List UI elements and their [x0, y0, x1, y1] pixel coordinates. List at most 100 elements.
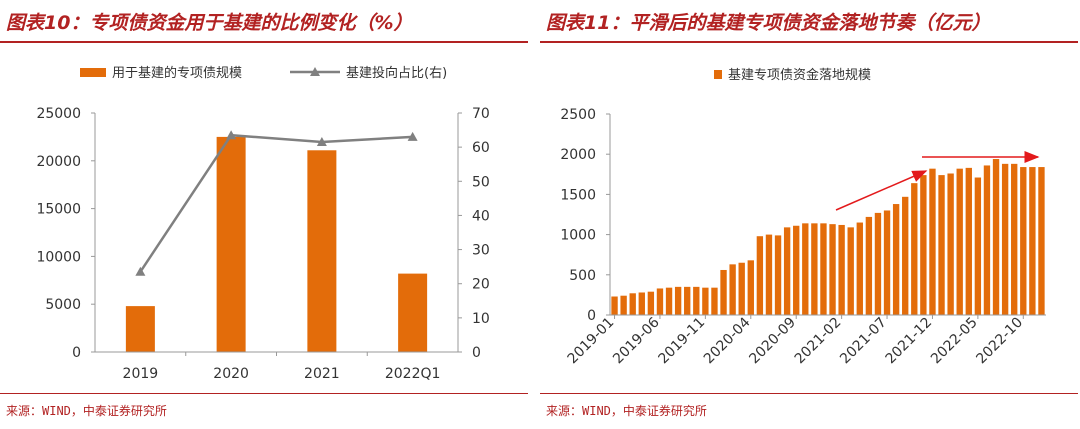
bar-2021-10 — [911, 183, 918, 315]
right-y-tick-label: 2000 — [560, 147, 596, 163]
bar-2021 — [307, 150, 337, 352]
right-x-tick-label: 2021-02 — [792, 315, 845, 368]
right-x-tick-label: 2021-07 — [837, 315, 890, 368]
legend-line-label: 基建投向占比(右) — [346, 65, 447, 81]
right-x-tick-label: 2022-05 — [928, 315, 981, 368]
bar-2021-03 — [847, 227, 854, 315]
share-point-2019 — [135, 266, 146, 276]
left-source: 来源：WIND，中泰证券研究所 — [6, 404, 167, 418]
y2-tick-label: 70 — [472, 106, 490, 122]
right-x-tick-label: 2022-10 — [973, 315, 1026, 368]
bar-2020-04 — [747, 260, 754, 315]
legend-bar-swatch — [80, 68, 106, 77]
bar-2019-11 — [702, 287, 709, 315]
right-source: 来源：WIND，中泰证券研究所 — [546, 404, 707, 418]
left-panel: 图表10：专项债资金用于基建的比例变化（%） 0 5000 10000 15000 20… — [0, 0, 530, 429]
y-tick-label: 0 — [72, 345, 81, 361]
right-y-tick-label: 1000 — [560, 228, 596, 244]
right-source-rule — [540, 393, 1078, 394]
right-y-tick-label: 500 — [569, 268, 596, 284]
left-chart-title: 图表10：专项债资金用于基建的比例变化（%） — [6, 12, 413, 34]
rising-trend-arrow — [835, 170, 928, 211]
y-tick-label: 10000 — [36, 249, 81, 265]
bar-2019-02 — [620, 295, 627, 315]
x-tick-label: 2021 — [304, 366, 340, 382]
bar-2020-10 — [802, 223, 809, 315]
left-line-series — [135, 130, 418, 276]
y-tick-label: 5000 — [45, 297, 81, 313]
bar-2021-05 — [865, 216, 873, 315]
legend-line-marker — [310, 67, 320, 76]
bar-2019-07 — [665, 287, 673, 315]
x-tick-label: 2020 — [213, 366, 249, 382]
bar-2022-12 — [1038, 167, 1045, 315]
bar-2019-06 — [656, 288, 664, 315]
right-x-tick-label: 2020-04 — [701, 314, 754, 367]
share-line — [139, 133, 413, 273]
right-y-tick-label: 1500 — [560, 187, 596, 203]
y2-tick-label: 20 — [472, 277, 490, 293]
bar-2021-04 — [856, 222, 863, 315]
right-legend-label: 基建专项债资金落地规模 — [728, 67, 871, 83]
bar-2020-03 — [738, 262, 745, 315]
bar-2022-06 — [983, 165, 991, 315]
bar-2019-03 — [629, 293, 636, 315]
bar-2019-12 — [711, 287, 718, 315]
y2-tick-label: 0 — [472, 345, 481, 361]
right-x-tick-label: 2019-06 — [610, 314, 663, 367]
right-title-rule — [540, 41, 1078, 43]
right-x-tick-label: 2021-12 — [883, 315, 936, 368]
right-y-tick-label: 2500 — [560, 107, 596, 123]
left-bars — [125, 136, 428, 352]
right-legend: 基建专项债资金落地规模 — [714, 67, 871, 83]
bar-2021-06 — [874, 212, 882, 315]
bar-2020-02 — [729, 264, 736, 315]
bar-2022Q1 — [398, 273, 428, 352]
bar-2019-08 — [674, 286, 682, 315]
share-point-2022Q1 — [407, 131, 418, 141]
y2-tick-label: 60 — [472, 140, 490, 156]
x-tick-label: 2019 — [123, 366, 159, 382]
left-chart: 0 5000 10000 15000 20000 25000 0 10 20 30 40 50 60 70… — [36, 65, 489, 382]
right-chart: 050010001500200025002019-012019-062019-1… — [560, 67, 1046, 368]
left-legend: 用于基建的专项债规模 基建投向占比(右) — [80, 65, 447, 81]
bar-2022-03 — [956, 168, 963, 315]
y2-tick-label: 40 — [472, 208, 490, 224]
bar-2019-01 — [611, 296, 618, 315]
share-point-2020 — [226, 130, 237, 140]
right-y-tick-label: 0 — [587, 308, 596, 324]
bar-2022-07 — [992, 159, 1000, 315]
bar-2022-02 — [947, 173, 954, 315]
bar-2020-08 — [783, 227, 791, 315]
bar-2020-07 — [774, 235, 782, 315]
legend-bar-label: 用于基建的专项债规模 — [112, 65, 242, 81]
bar-2019-05 — [647, 291, 655, 315]
right-legend-swatch — [714, 70, 722, 79]
bar-2019-10 — [693, 286, 700, 315]
bar-2021-02 — [838, 224, 845, 315]
bar-2021-11 — [920, 175, 927, 315]
bar-2019-04 — [638, 292, 645, 315]
bar-2022-10 — [1020, 167, 1027, 315]
y2-tick-label: 50 — [472, 174, 490, 190]
bar-2021-01 — [829, 224, 836, 315]
y-tick-label: 15000 — [36, 202, 81, 218]
bar-2021-08 — [892, 204, 900, 315]
right-bars — [611, 159, 1045, 315]
bar-2020-06 — [765, 234, 773, 315]
x-tick-label: 2022Q1 — [385, 366, 441, 382]
bar-2022-09 — [1011, 163, 1018, 315]
bar-2020-11 — [811, 223, 818, 315]
bar-2020-05 — [756, 236, 764, 315]
bar-2020-01 — [720, 269, 727, 315]
bar-2021-07 — [883, 210, 891, 315]
bar-2019 — [125, 306, 155, 352]
right-panel: 图表11：平滑后的基建专项债资金落地节奏（亿元） 0 500 1000 1500 200… — [540, 0, 1080, 429]
share-point-2021 — [316, 137, 327, 147]
bar-2022-08 — [1001, 163, 1009, 315]
bar-2020-12 — [820, 223, 827, 315]
left-axes: 0 5000 10000 15000 20000 25000 0 10 20 30 40 50 60 70… — [36, 106, 489, 382]
bar-2022-01 — [938, 175, 945, 315]
y2-tick-label: 30 — [472, 243, 490, 259]
bar-2020 — [216, 136, 246, 352]
